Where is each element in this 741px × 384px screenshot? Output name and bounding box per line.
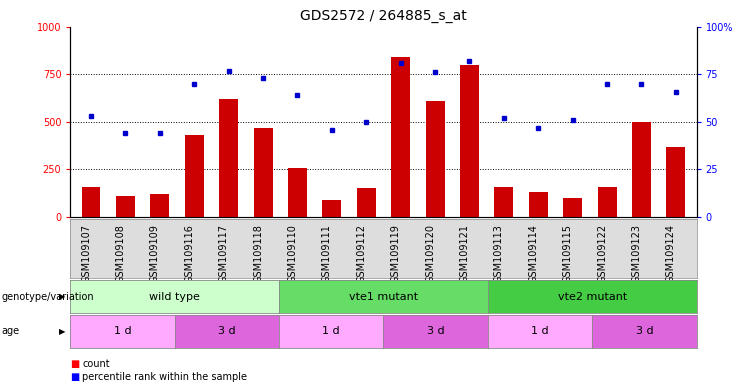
Text: GSM109113: GSM109113 [494,223,504,283]
Text: ▶: ▶ [59,327,65,336]
Text: GSM109124: GSM109124 [666,223,676,283]
Text: GSM109112: GSM109112 [356,223,366,283]
Text: GSM109110: GSM109110 [288,223,297,283]
Bar [116,196,135,217]
Text: GSM109116: GSM109116 [185,223,194,283]
Title: GDS2572 / 264885_s_at: GDS2572 / 264885_s_at [300,9,467,23]
Bar [150,194,169,217]
Bar [460,65,479,217]
Bar [598,187,617,217]
Text: vte2 mutant: vte2 mutant [557,291,627,302]
Text: ■: ■ [70,359,79,369]
Text: ■: ■ [70,372,79,382]
Text: GSM109115: GSM109115 [562,223,573,283]
Text: ▶: ▶ [59,292,65,301]
Text: vte1 mutant: vte1 mutant [349,291,418,302]
Text: GSM109119: GSM109119 [391,223,401,283]
Text: GSM109114: GSM109114 [528,223,538,283]
Text: age: age [1,326,19,336]
Bar [357,189,376,217]
Bar [425,101,445,217]
Text: GSM109117: GSM109117 [219,223,229,283]
Text: GSM109109: GSM109109 [150,223,160,283]
Text: 3 d: 3 d [427,326,445,336]
Text: 3 d: 3 d [636,326,653,336]
Text: 1 d: 1 d [114,326,131,336]
Text: GSM109108: GSM109108 [116,223,125,283]
Text: GSM109123: GSM109123 [631,223,642,283]
Bar [219,99,238,217]
Text: wild type: wild type [150,291,200,302]
Bar [82,187,101,217]
Bar [529,192,548,217]
Text: percentile rank within the sample: percentile rank within the sample [82,372,247,382]
Text: GSM109122: GSM109122 [597,223,607,283]
Bar [288,169,307,217]
Bar [632,122,651,217]
Text: count: count [82,359,110,369]
Bar [666,147,685,217]
Text: GSM109121: GSM109121 [459,223,470,283]
Text: 3 d: 3 d [218,326,236,336]
Text: 1 d: 1 d [531,326,549,336]
Text: GSM109111: GSM109111 [322,223,332,283]
Text: GSM109118: GSM109118 [253,223,263,283]
Bar [185,135,204,217]
Bar [391,57,410,217]
Text: genotype/variation: genotype/variation [1,291,94,302]
Text: GSM109107: GSM109107 [81,223,91,283]
Bar [563,198,582,217]
Text: 1 d: 1 d [322,326,340,336]
Bar [253,127,273,217]
Bar [494,187,514,217]
Text: GSM109120: GSM109120 [425,223,435,283]
Bar [322,200,342,217]
